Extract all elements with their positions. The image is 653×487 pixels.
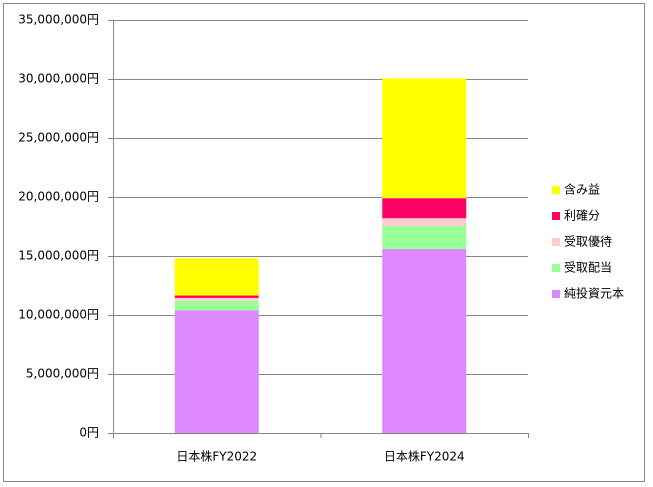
bar-segment: [174, 297, 259, 301]
bar-segment: [382, 78, 467, 199]
legend-swatch: [552, 186, 560, 194]
legend-swatch: [552, 238, 560, 246]
legend-swatch: [552, 264, 560, 272]
x-tick-label: 日本株FY2022: [176, 449, 257, 464]
y-tick-label: 30,000,000円: [18, 72, 99, 86]
x-tick-label: 日本株FY2024: [384, 449, 465, 464]
bar-segment: [382, 218, 467, 226]
legend-label: 利確分: [564, 208, 600, 223]
bar-segment: [174, 295, 259, 298]
y-tick-label: 5,000,000円: [26, 367, 99, 381]
y-tick-label: 20,000,000円: [18, 190, 99, 204]
legend-label: 含み益: [564, 182, 600, 197]
chart-frame: [3, 3, 645, 482]
legend-label: 受取配当: [564, 261, 612, 275]
y-tick-label: 15,000,000円: [18, 249, 99, 263]
y-tick-label: 25,000,000円: [18, 131, 99, 145]
bar-segment: [382, 248, 467, 433]
y-tick-label: 0円: [79, 426, 99, 440]
bar-segment: [174, 300, 259, 311]
bar-segment: [382, 225, 467, 249]
legend-label: 受取優待: [564, 235, 612, 249]
legend-label: 純投資元本: [564, 286, 624, 301]
bar-segment: [382, 198, 467, 219]
bar-segment: [174, 258, 259, 296]
bar-segment: [174, 310, 259, 433]
y-tick-label: 35,000,000円: [18, 13, 99, 27]
legend-swatch: [552, 212, 560, 220]
y-tick-label: 10,000,000円: [18, 308, 99, 322]
legend-swatch: [552, 290, 560, 298]
